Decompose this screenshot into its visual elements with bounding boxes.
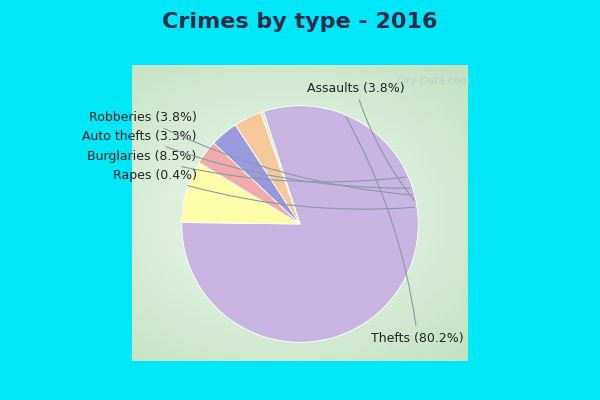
Text: City-Data.com: City-Data.com [397,76,470,86]
Text: Burglaries (8.5%): Burglaries (8.5%) [87,150,406,182]
Wedge shape [182,106,418,342]
Text: Auto thefts (3.3%): Auto thefts (3.3%) [82,130,410,188]
Wedge shape [260,112,300,224]
Text: Assaults (3.8%): Assaults (3.8%) [307,82,415,201]
Wedge shape [199,143,300,224]
Text: Thefts (80.2%): Thefts (80.2%) [346,117,464,344]
Text: Robberies (3.8%): Robberies (3.8%) [89,111,412,195]
Wedge shape [182,162,300,224]
Text: Rapes (0.4%): Rapes (0.4%) [113,169,414,209]
Text: Crimes by type - 2016: Crimes by type - 2016 [162,12,438,32]
Wedge shape [235,112,300,224]
Wedge shape [214,125,300,224]
